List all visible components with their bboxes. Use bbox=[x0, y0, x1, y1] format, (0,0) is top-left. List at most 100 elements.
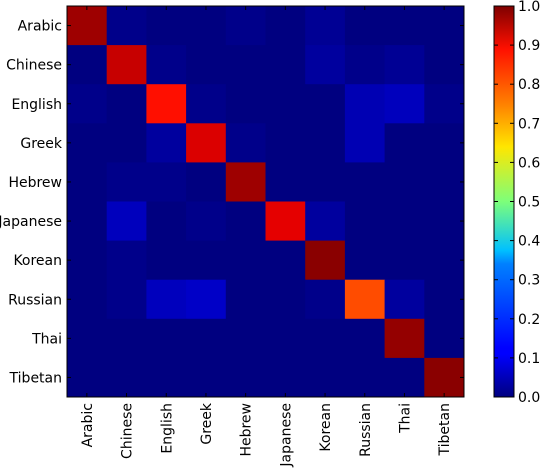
heatmap-cell-english-chinese bbox=[106, 84, 147, 124]
colorbar-tick-label: 0.7 bbox=[518, 116, 540, 132]
colorbar: 0.0 0.1 0.2 0.3 0.4 0.5 0.6 0.7 0.8 0.9 1.0 bbox=[493, 0, 540, 406]
heatmap-cell-english-tibetan bbox=[424, 84, 465, 124]
heatmap-cell-greek-hebrew bbox=[225, 123, 266, 163]
heatmap-cell-chinese-greek bbox=[186, 45, 227, 85]
heatmap-cell-english-thai bbox=[384, 84, 425, 124]
heatmap-cell-korean-russian bbox=[344, 240, 386, 281]
y-tick-label: Greek bbox=[20, 136, 63, 152]
heatmap-cell-english-hebrew bbox=[225, 84, 266, 124]
heatmap-cell-hebrew-chinese bbox=[106, 162, 147, 202]
heatmap-cell-greek-english bbox=[146, 123, 187, 163]
heatmap-cell-chinese-russian bbox=[344, 45, 386, 85]
heatmap-cell-korean-tibetan bbox=[424, 240, 465, 281]
heatmap-cell-russian-english bbox=[146, 279, 187, 320]
heatmap-cell-greek-arabic bbox=[67, 123, 108, 163]
heatmap-cell-russian-russian bbox=[344, 279, 386, 320]
heatmap-cell-tibetan-japanese bbox=[265, 357, 306, 398]
heatmap-cell-korean-greek bbox=[186, 240, 227, 281]
heatmap-cell-japanese-korean bbox=[305, 201, 346, 242]
heatmap-cell-hebrew-english bbox=[146, 162, 187, 202]
heatmap-cell-greek-thai bbox=[384, 123, 425, 163]
heatmap-cell-tibetan-korean bbox=[305, 357, 346, 398]
heatmap-cell-korean-thai bbox=[384, 240, 425, 281]
heatmap-cell-thai-greek bbox=[186, 318, 227, 359]
heatmap-cell-thai-korean bbox=[305, 318, 346, 359]
heatmap-cell-tibetan-thai bbox=[384, 357, 425, 398]
heatmap-cell-japanese-thai bbox=[384, 201, 425, 242]
y-tick-label: English bbox=[11, 97, 62, 113]
heatmap-cell-tibetan-english bbox=[146, 357, 187, 398]
heatmap-cell-chinese-tibetan bbox=[424, 45, 465, 85]
heatmap-cell-arabic-thai bbox=[384, 6, 425, 46]
heatmap-cell-thai-chinese bbox=[106, 318, 147, 359]
heatmap-cell-korean-arabic bbox=[67, 240, 108, 281]
colorbar-tick-label: 0.8 bbox=[518, 77, 540, 93]
heatmap-cell-arabic-arabic bbox=[67, 6, 108, 46]
heatmap-cell-korean-chinese bbox=[106, 240, 147, 281]
heatmap-cell-english-russian bbox=[344, 84, 386, 124]
y-tick-label: Thai bbox=[31, 331, 62, 347]
colorbar-ticks: 0.0 0.1 0.2 0.3 0.4 0.5 0.6 0.7 0.8 0.9 1.0 bbox=[494, 0, 540, 406]
y-tick-label: Arabic bbox=[18, 19, 62, 35]
colorbar-tick-label: 0.6 bbox=[518, 155, 540, 171]
colorbar-tick-label: 0.5 bbox=[518, 195, 540, 211]
heatmap-cell-russian-hebrew bbox=[225, 279, 266, 320]
x-tick-label: Japanese bbox=[278, 403, 294, 468]
heatmap-cell-korean-korean bbox=[305, 240, 346, 281]
heatmap-cell-english-arabic bbox=[67, 84, 108, 124]
x-tick-label: Russian bbox=[358, 403, 374, 457]
heatmap-cell-thai-russian bbox=[344, 318, 386, 359]
heatmap-cell-russian-greek bbox=[186, 279, 227, 320]
heatmap-cell-tibetan-arabic bbox=[67, 357, 108, 398]
heatmap-cell-english-greek bbox=[186, 84, 227, 124]
heatmap-cell-japanese-greek bbox=[186, 201, 227, 242]
heatmap-cell-english-japanese bbox=[265, 84, 306, 124]
y-tick-label: Hebrew bbox=[8, 175, 62, 191]
colorbar-tick-label: 0.3 bbox=[518, 273, 540, 289]
heatmap-cell-arabic-greek bbox=[186, 6, 227, 46]
heatmap-cell-chinese-chinese bbox=[106, 45, 147, 85]
heatmap-cell-thai-tibetan bbox=[424, 318, 465, 359]
heatmap-cell-arabic-hebrew bbox=[225, 6, 266, 46]
heatmap-cell-thai-hebrew bbox=[225, 318, 266, 359]
colorbar-tick-label: 0.2 bbox=[518, 312, 540, 328]
heatmap-cell-hebrew-hebrew bbox=[225, 162, 266, 202]
y-tick-label: Chinese bbox=[6, 58, 62, 74]
heatmap-cell-chinese-arabic bbox=[67, 45, 108, 85]
heatmap-cell-tibetan-tibetan bbox=[424, 357, 465, 398]
heatmap-cell-russian-thai bbox=[384, 279, 425, 320]
colorbar-tick-label: 1.0 bbox=[518, 0, 540, 15]
heatmap-cell-hebrew-greek bbox=[186, 162, 227, 202]
y-tick-label: Russian bbox=[8, 292, 62, 308]
heatmap-cell-chinese-hebrew bbox=[225, 45, 266, 85]
heatmap-cell-japanese-tibetan bbox=[424, 201, 465, 242]
heatmap-cell-thai-thai bbox=[384, 318, 425, 359]
y-axis-ticks: Arabic Chinese English Greek Hebrew Japanese K… bbox=[0, 19, 464, 386]
heatmap-cell-chinese-thai bbox=[384, 45, 425, 85]
colorbar-tick-label: 0.4 bbox=[518, 234, 540, 250]
heatmap-cell-hebrew-thai bbox=[384, 162, 425, 202]
y-tick-label: Japanese bbox=[0, 214, 62, 230]
heatmap-cell-hebrew-arabic bbox=[67, 162, 108, 202]
heatmap-cell-hebrew-japanese bbox=[265, 162, 306, 202]
x-tick-label: Hebrew bbox=[239, 403, 255, 457]
heatmap-cell-greek-russian bbox=[344, 123, 386, 163]
heatmap-cell-greek-japanese bbox=[265, 123, 306, 163]
heatmap-cell-english-korean bbox=[305, 84, 346, 124]
heatmap-cell-arabic-tibetan bbox=[424, 6, 465, 46]
x-tick-label: Arabic bbox=[80, 403, 96, 447]
heatmap-cell-greek-chinese bbox=[106, 123, 147, 163]
colorbar-tick-label: 0.0 bbox=[518, 390, 540, 406]
x-tick-label: Tibetan bbox=[437, 403, 453, 456]
heatmap-cell-thai-japanese bbox=[265, 318, 306, 359]
heatmap-cell-japanese-chinese bbox=[106, 201, 147, 242]
heatmap-cell-tibetan-chinese bbox=[106, 357, 147, 398]
heatmap-cell-greek-tibetan bbox=[424, 123, 465, 163]
heatmap-cell-korean-japanese bbox=[265, 240, 306, 281]
heatmap-cells bbox=[67, 6, 465, 398]
heatmap-cell-tibetan-greek bbox=[186, 357, 227, 398]
heatmap-cell-russian-tibetan bbox=[424, 279, 465, 320]
heatmap-cell-arabic-english bbox=[146, 6, 187, 46]
plot-frame bbox=[66, 5, 465, 398]
